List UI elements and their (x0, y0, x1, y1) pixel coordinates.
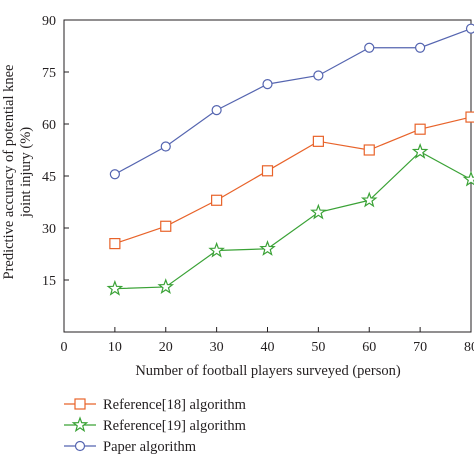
x-tick-label: 60 (362, 340, 376, 355)
y-tick-label: 60 (42, 118, 56, 133)
data-point (465, 23, 474, 34)
data-point (465, 111, 474, 123)
x-tick-label: 30 (210, 340, 224, 355)
legend-marker (74, 440, 86, 452)
data-point (360, 191, 378, 208)
data-point (415, 42, 426, 53)
y-tick-label: 75 (42, 66, 56, 81)
x-tick-label: 10 (108, 340, 122, 355)
data-point (259, 240, 276, 256)
series-line (114, 28, 472, 175)
legend: Reference[18] algorithm Reference[19] alg… (64, 397, 247, 455)
y-tick-label: 90 (42, 14, 56, 29)
data-point (109, 169, 120, 180)
data-point (211, 194, 223, 206)
x-tick-label: 80 (464, 340, 474, 355)
x-tick-label: 50 (311, 340, 325, 355)
data-point (106, 279, 124, 296)
series-line (114, 116, 472, 245)
y-tick-label: 45 (42, 170, 56, 185)
data-point (312, 135, 324, 147)
x-tick-label: 70 (413, 340, 427, 355)
data-point (109, 238, 121, 250)
x-tick-label: 0 (61, 340, 68, 355)
y-axis-title-line-2: joint injury (%) (18, 127, 34, 218)
data-point (363, 144, 375, 156)
data-point (261, 165, 274, 177)
data-point (411, 142, 429, 159)
data-point (462, 170, 474, 187)
series-circle (109, 23, 474, 180)
series-group (106, 23, 474, 296)
axes: 0 10 20 30 40 50 60 70 80 15 30 45 60 75 90 (42, 14, 474, 355)
data-point (414, 123, 426, 135)
data-point (313, 70, 324, 81)
x-tick-label: 20 (159, 340, 173, 355)
data-point (208, 241, 225, 258)
data-point (364, 42, 375, 53)
series-square (109, 111, 474, 250)
series-line (114, 150, 472, 290)
data-point (160, 220, 172, 232)
legend-item: Paper algorithm (64, 439, 197, 455)
x-tick-label: 40 (261, 340, 275, 355)
data-point (262, 79, 273, 90)
y-tick-label: 30 (42, 222, 56, 237)
series-star (106, 142, 474, 296)
data-point (160, 141, 171, 152)
x-axis-title: Number of football players surveyed (per… (135, 363, 401, 379)
y-tick-label: 15 (42, 274, 56, 289)
legend-item: Reference[19] algorithm (64, 416, 247, 434)
legend-label: Paper algorithm (103, 439, 197, 455)
data-point (211, 105, 222, 116)
y-axis-title-line-1: Predictive accuracy of potential knee (1, 65, 17, 280)
legend-marker (74, 398, 86, 410)
data-point (157, 278, 175, 295)
legend-label: Reference[19] algorithm (103, 418, 247, 434)
legend-item: Reference[18] algorithm (64, 397, 247, 413)
data-point (310, 203, 327, 220)
legend-label: Reference[18] algorithm (103, 397, 247, 413)
legend-marker (71, 416, 89, 433)
